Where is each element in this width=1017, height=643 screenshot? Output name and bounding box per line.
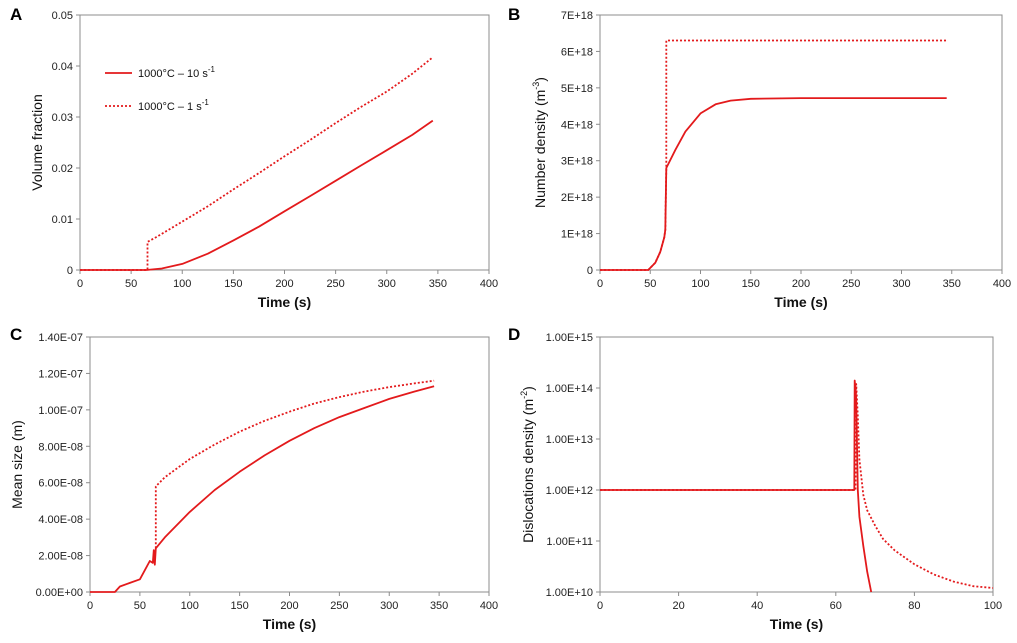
x-tick-label: 400 [993,278,1011,290]
y-tick-label: 0 [67,265,73,277]
y-tick-label: 4E+18 [561,119,593,131]
x-tick-label: 350 [943,278,961,290]
legend: 1000°C – 10 s-1 1000°C – 1 s-1 [105,65,216,113]
x-tick-label: 150 [230,600,248,612]
y-axis-title: Dislocations density (m-2) [519,386,536,543]
x-tick-label: 0 [87,600,93,612]
x-tick-label: 400 [480,278,498,290]
x-tick-label: 100 [984,600,1002,612]
y-tick-label: 1E+18 [561,229,593,241]
x-axis-title: Time (s) [258,294,311,310]
x-axis-title: Time (s) [770,616,823,632]
x-tick-label: 100 [173,278,191,290]
y-tick-label: 8.00E-08 [38,441,83,453]
x-tick-label: 250 [330,600,348,612]
series-line-solid [80,119,434,271]
x-tick-label: 400 [480,600,498,612]
x-tick-label: 20 [672,600,684,612]
x-tick-label: 60 [830,600,842,612]
y-tick-label: 1.00E+11 [546,536,593,548]
y-tick-label: 1.00E-07 [38,405,83,417]
y-tick-label: 6.00E-08 [38,478,83,490]
x-tick-label: 50 [125,278,137,290]
x-tick-label: 200 [792,278,810,290]
panel-label: C [10,325,22,344]
x-tick-label: 50 [644,278,656,290]
y-tick-label: 0.02 [52,163,73,175]
y-tick-label: 1.20E-07 [38,368,83,380]
chart-panel-b: 0 50 100 150 200 250 300 350 400 0 1E+18 2E+18 3E+18… [508,5,1011,310]
series-line-solid [90,385,435,593]
x-tick-label: 200 [280,600,298,612]
legend-entry-label: 1000°C – 10 s-1 [138,65,216,80]
series-line-dotted [154,379,435,549]
x-tick-label: 0 [597,600,603,612]
x-tick-label: 40 [751,600,763,612]
plot-frame [599,336,994,593]
x-tick-label: 100 [181,600,199,612]
y-tick-label: 0 [587,265,593,277]
y-tick-label: 0.04 [52,61,73,73]
y-tick-label: 2E+18 [561,192,593,204]
panel-label: B [508,5,520,24]
y-axis-title: Mean size (m) [9,420,25,509]
x-tick-label: 50 [134,600,146,612]
chart-panel-d: 0 20 40 60 80 100 1.00E+10 1.00E+11 1.00E+12 1.00… [508,325,1002,632]
plot-frame [89,336,490,593]
x-tick-label: 250 [842,278,860,290]
y-tick-label: 0.03 [52,112,73,124]
y-tick-label: 1.00E+15 [546,332,593,344]
x-axis-title: Time (s) [263,616,316,632]
y-axis-title: Number density (m-3) [531,77,548,208]
series-line-solid [600,97,947,271]
x-tick-label: 250 [326,278,344,290]
chart-panel-c: 0 50 100 150 200 250 300 350 400 0.00E+00 2.00E-08… [9,325,498,632]
x-tick-label: 300 [380,600,398,612]
y-tick-label: 0.00E+00 [36,587,83,599]
x-tick-label: 300 [892,278,910,290]
series-line-dotted [80,56,434,271]
y-tick-label: 1.00E+10 [546,587,593,599]
series-line-dotted [600,383,994,589]
x-tick-label: 350 [430,600,448,612]
x-tick-label: 150 [224,278,242,290]
series-line-solid [600,379,873,593]
y-tick-label: 4.00E-08 [38,514,83,526]
plot-frame [599,14,1003,271]
y-tick-label: 5E+18 [561,83,593,95]
x-tick-label: 80 [908,600,920,612]
y-tick-label: 1.00E+13 [546,434,593,446]
y-tick-label: 1.40E-07 [38,332,83,344]
y-tick-label: 1.00E+14 [546,383,593,395]
chart-panel-a: 0 50 100 150 200 250 300 350 400 0 0.01 0.02 0.03 0.0… [10,5,498,310]
legend-entry-label: 1000°C – 1 s-1 [138,98,209,113]
x-tick-label: 150 [742,278,760,290]
y-tick-label: 3E+18 [561,156,593,168]
y-tick-label: 0.01 [52,214,73,226]
x-tick-label: 350 [429,278,447,290]
y-tick-label: 7E+18 [561,10,593,22]
series-line-dotted [600,39,947,271]
x-tick-label: 0 [77,278,83,290]
plot-frame [79,14,490,271]
y-tick-label: 0.05 [52,10,73,22]
x-tick-label: 200 [275,278,293,290]
x-tick-label: 300 [378,278,396,290]
panel-label: D [508,325,520,344]
x-tick-label: 100 [691,278,709,290]
y-tick-label: 6E+18 [561,46,593,58]
y-axis-title: Volume fraction [29,94,45,191]
y-tick-label: 1.00E+12 [546,485,593,497]
panel-label: A [10,5,22,24]
y-tick-label: 2.00E-08 [38,551,83,563]
x-axis-title: Time (s) [774,294,827,310]
x-tick-label: 0 [597,278,603,290]
